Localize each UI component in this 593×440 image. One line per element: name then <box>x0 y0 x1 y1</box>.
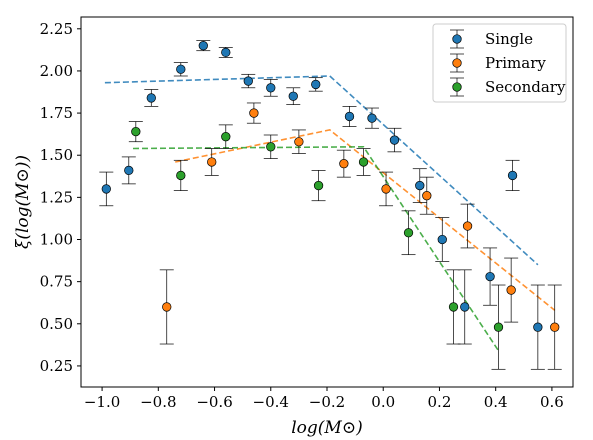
fit-lines <box>104 75 556 352</box>
legend-marker-primary <box>452 58 462 68</box>
data-point-single <box>146 93 156 103</box>
data-point-single <box>437 234 447 245</box>
data-point-primary <box>339 159 349 169</box>
data-point-secondary <box>266 142 276 152</box>
y-tick-label: 1.75 <box>40 104 73 122</box>
data-point-secondary <box>403 228 414 238</box>
data-point-secondary <box>176 170 186 181</box>
fit-line-primary <box>175 129 556 311</box>
data-points <box>99 40 562 370</box>
data-point-single <box>124 165 134 176</box>
data-point-primary <box>506 285 516 295</box>
data-point-single <box>176 64 186 74</box>
x-tick-label: 0.2 <box>428 393 452 411</box>
data-point-primary <box>249 108 259 118</box>
data-point-primary <box>294 137 304 147</box>
legend-label-single: Single <box>485 30 533 48</box>
x-tick-label: −0.4 <box>253 393 289 411</box>
y-tick-label: 0.25 <box>40 357 73 375</box>
data-point-single <box>101 184 111 194</box>
y-tick-label: 2.00 <box>40 62 73 80</box>
fit-line-secondary <box>132 145 500 352</box>
data-point-single <box>389 135 400 145</box>
data-point-single <box>533 322 543 332</box>
data-point-primary <box>207 157 217 167</box>
ticks: −1.0 −0.8 −0.6 −0.4 −0.2 0.0 0.2 0.4 0.6 0.25 0.50… <box>40 20 564 411</box>
x-tick-label: 0.0 <box>371 393 395 411</box>
data-point-single <box>198 41 208 51</box>
y-tick-label: 0.50 <box>40 315 73 333</box>
data-point-primary <box>422 191 432 201</box>
data-point-primary <box>162 302 172 312</box>
data-point-single <box>485 271 495 282</box>
data-point-single <box>311 79 321 90</box>
x-tick-label: −0.2 <box>309 393 345 411</box>
data-point-secondary <box>131 126 141 137</box>
data-point-single <box>221 47 231 58</box>
fit-line-single <box>104 75 539 266</box>
data-point-single <box>415 180 425 191</box>
x-tick-label: 0.4 <box>484 393 508 411</box>
legend-label-secondary: Secondary <box>485 78 566 96</box>
data-point-secondary <box>221 132 231 142</box>
data-point-primary <box>381 184 391 194</box>
y-tick-label: 0.75 <box>40 273 73 291</box>
data-point-single <box>367 113 377 123</box>
data-point-primary <box>462 221 473 231</box>
y-tick-label: 1.00 <box>40 231 73 249</box>
data-point-single <box>344 111 355 122</box>
x-tick-label: −0.8 <box>140 393 176 411</box>
x-axis-label: log(M⊙) <box>291 418 362 438</box>
legend: Single Primary Secondary <box>432 23 567 103</box>
data-point-secondary <box>493 322 504 332</box>
legend-box <box>432 23 567 103</box>
y-tick-label: 1.25 <box>40 188 73 206</box>
x-tick-label: −0.6 <box>196 393 232 411</box>
y-tick-label: 1.50 <box>40 146 73 164</box>
legend-marker-secondary <box>452 82 462 92</box>
data-point-single <box>507 170 518 181</box>
data-point-secondary <box>448 302 459 312</box>
data-point-secondary <box>313 180 324 191</box>
legend-label-primary: Primary <box>485 54 546 72</box>
x-tick-label: −1.0 <box>84 393 120 411</box>
legend-marker-single <box>452 34 462 44</box>
data-point-single <box>460 302 470 312</box>
data-point-single <box>243 76 253 86</box>
x-tick-label: 0.6 <box>540 393 564 411</box>
y-tick-label: 2.25 <box>40 20 73 38</box>
data-point-single <box>288 91 298 101</box>
data-point-secondary <box>358 157 369 167</box>
data-point-single <box>266 83 276 93</box>
data-point-primary <box>550 322 560 332</box>
y-axis-label: ξ(log(M⊙)) <box>13 155 33 249</box>
